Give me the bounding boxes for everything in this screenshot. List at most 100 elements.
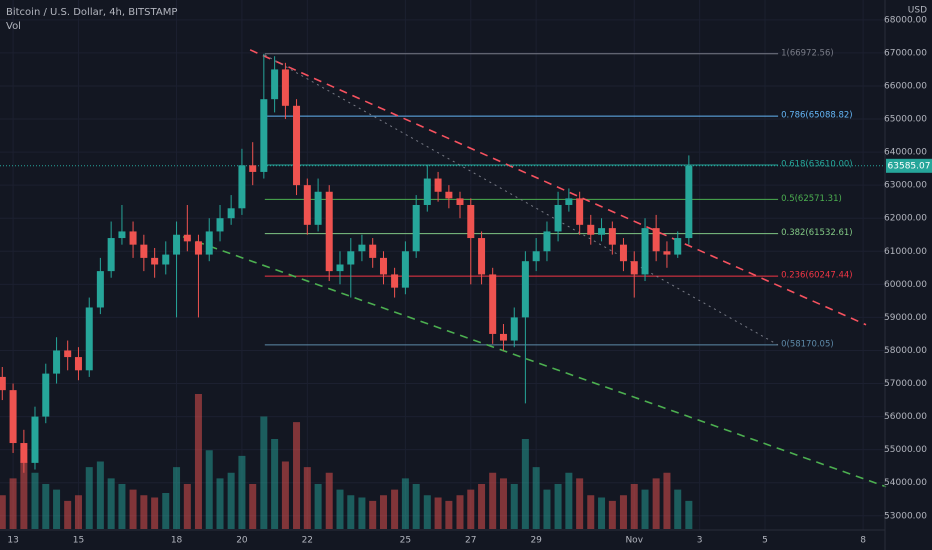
chart-title: Bitcoin / U.S. Dollar, 4h, BITSTAMP: [6, 7, 177, 18]
fib-label: 1(66972.56): [781, 48, 834, 58]
fib-label: 0.382(61532.61): [781, 228, 853, 238]
volume-bar: [401, 478, 409, 529]
fib-label: 0.5(62571.31): [781, 194, 842, 204]
volume-bar: [151, 497, 159, 529]
volume-bar: [140, 495, 148, 529]
trendline: [182, 236, 887, 488]
candle-body: [401, 251, 409, 288]
candle-body: [194, 241, 202, 255]
volume-bar: [271, 439, 279, 529]
volume-bar: [445, 500, 453, 529]
volume-bar: [183, 484, 191, 529]
candle-body: [478, 238, 486, 275]
volume-bar: [565, 472, 573, 529]
volume-bar: [521, 439, 529, 529]
volume-bar: [173, 467, 181, 529]
volume-bar: [64, 500, 72, 529]
candle-body: [129, 231, 137, 245]
volume-bar: [543, 489, 551, 529]
candle-body: [619, 244, 627, 262]
volume-bar: [641, 489, 649, 529]
fib-label: 0(58170.05): [781, 339, 834, 349]
candle-body: [238, 165, 246, 209]
candle-body: [314, 191, 322, 225]
candle-body: [412, 204, 420, 252]
volume-bar: [652, 478, 660, 529]
y-tick-label: 55000.00: [884, 445, 927, 455]
candles: [0, 53, 693, 473]
candle-body: [140, 244, 148, 258]
y-tick-label: 58000.00: [884, 346, 927, 356]
volume-bar: [685, 500, 693, 529]
candle-body: [434, 178, 442, 192]
volume-bar: [74, 495, 82, 529]
x-tick-label: 20: [236, 536, 248, 546]
candle-body: [118, 231, 126, 239]
y-tick-label: 68000.00: [884, 15, 927, 25]
volume-bar: [129, 489, 137, 529]
volume-bar: [619, 495, 627, 529]
volume-bar: [347, 495, 355, 529]
candle-body: [325, 191, 333, 272]
candle-body: [641, 228, 649, 275]
x-tick-label: 13: [7, 536, 18, 546]
volume-bar: [456, 495, 464, 529]
candle-body: [379, 257, 387, 275]
y-tick-label: 61000.00: [884, 247, 927, 257]
fib-label: 0.236(60247.44): [781, 271, 853, 281]
candle-body: [53, 350, 61, 374]
candle-body: [74, 357, 82, 371]
candle-body: [20, 443, 28, 463]
candle-body: [423, 178, 431, 205]
volume-bar: [379, 495, 387, 529]
y-tick-label: 67000.00: [884, 48, 927, 58]
volume-bar: [260, 416, 268, 529]
candle-body: [162, 254, 170, 265]
candle-body: [510, 317, 518, 341]
candle-body: [358, 244, 366, 252]
volume-bar: [162, 493, 170, 529]
volume-bar: [598, 497, 606, 529]
candle-body: [543, 231, 551, 252]
candle-body: [347, 251, 355, 265]
y-tick-label: 56000.00: [884, 412, 927, 422]
y-tick-label: 54000.00: [884, 478, 927, 488]
x-tick-label: 18: [171, 536, 183, 546]
volume-bar: [608, 500, 616, 529]
candle-body: [467, 204, 475, 239]
volume-bar: [489, 472, 497, 529]
y-tick-label: 63000.00: [884, 181, 927, 191]
trendline: [249, 49, 867, 326]
volume-bar: [53, 489, 61, 529]
candle-body: [151, 257, 159, 265]
volume-bar: [227, 472, 235, 529]
candle-body: [173, 234, 181, 255]
candle-body: [587, 224, 595, 235]
candle-body: [336, 264, 344, 272]
volume-bar: [20, 461, 28, 529]
indicator-label: Vol: [6, 21, 21, 32]
volume-bar: [336, 489, 344, 529]
candle-body: [271, 69, 279, 100]
candle-body: [31, 416, 39, 463]
volume-bar: [0, 495, 6, 529]
volume-bar: [85, 467, 93, 529]
fib-label: 0.786(65088.82): [781, 111, 853, 121]
x-tick-label: 8: [860, 536, 866, 546]
volume-bar: [391, 489, 399, 529]
x-tick-label: 25: [400, 536, 411, 546]
candle-body: [554, 204, 562, 232]
candle-body: [652, 228, 660, 252]
candle-body: [42, 373, 50, 417]
x-tick-label: Nov: [625, 536, 643, 546]
volume-bar: [107, 478, 115, 529]
candle-body: [216, 218, 224, 232]
candle-body: [565, 198, 573, 205]
volume-bar: [499, 478, 507, 529]
candle-body: [260, 99, 268, 172]
volume-bar: [587, 495, 595, 529]
x-tick-label: 22: [302, 536, 313, 546]
candle-body: [685, 165, 693, 239]
candle-body: [674, 238, 682, 255]
